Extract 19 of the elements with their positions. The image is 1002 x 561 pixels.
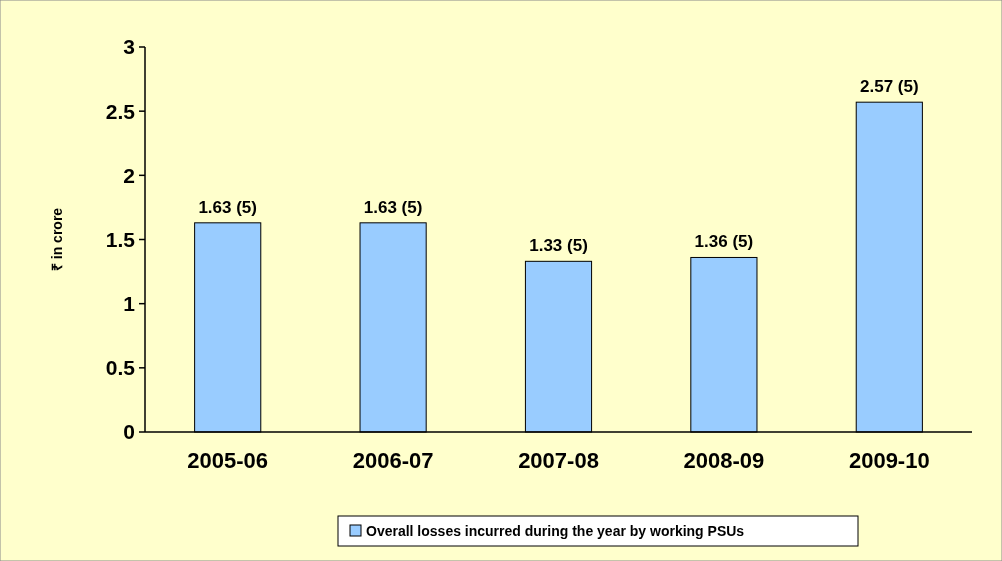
y-tick-label: 1 [123, 292, 136, 316]
data-label: 1.63 (5) [198, 197, 257, 217]
x-tick-label: 2008-09 [683, 448, 765, 473]
y-tick-label: 0 [123, 420, 135, 444]
x-tick-label: 2006-07 [352, 448, 434, 473]
x-tick-label: 2005-06 [187, 448, 269, 473]
y-tick-label: 3 [123, 35, 135, 59]
y-axis-title: ₹ in crore [49, 207, 65, 272]
data-label: 1.36 (5) [694, 232, 754, 252]
y-tick-label: 1.5 [105, 227, 136, 251]
x-tick-label: 2009-10 [848, 448, 930, 473]
data-label: 1.33 (5) [529, 236, 588, 256]
legend-label: Overall losses incurred during the year by working PSUs [366, 522, 745, 539]
data-label: 1.63 (5) [363, 197, 423, 217]
y-tick-label: 2.5 [105, 99, 136, 123]
data-label: 2.57 (5) [860, 77, 919, 97]
x-tick-label: 2007-08 [518, 448, 599, 473]
y-tick-label: 2 [123, 163, 135, 187]
y-tick-label: 0.5 [105, 356, 136, 380]
